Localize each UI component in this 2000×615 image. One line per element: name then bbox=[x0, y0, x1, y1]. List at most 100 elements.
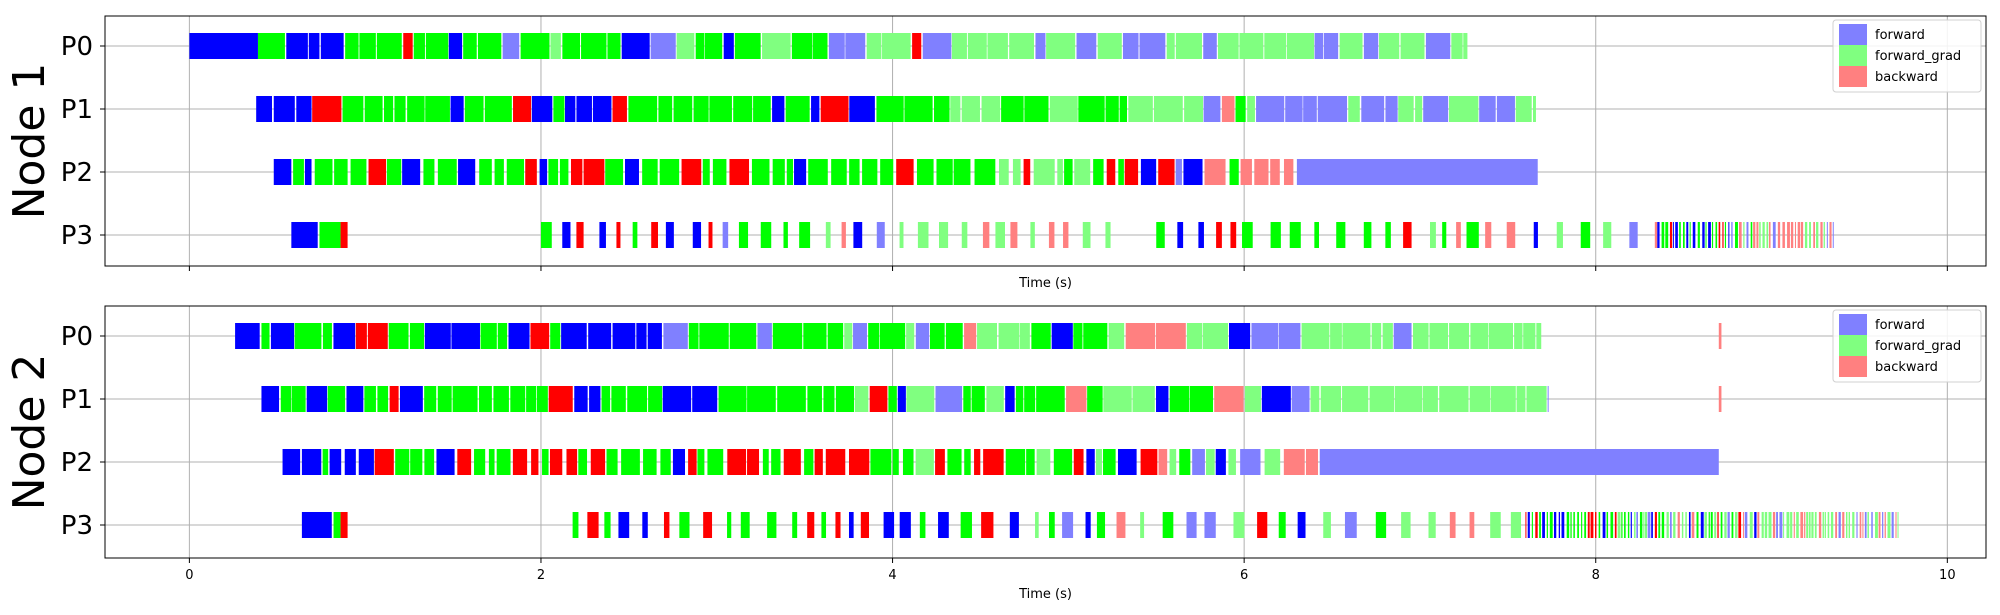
task-bar-forward_grad bbox=[424, 449, 435, 475]
x-axis-label: Time (s) bbox=[1018, 276, 1072, 291]
task-bar-forward_grad bbox=[961, 96, 980, 122]
task-bar-forward_grad bbox=[464, 96, 484, 122]
task-bar-forward_grad bbox=[410, 449, 423, 475]
task-bar-forward_grad bbox=[425, 33, 449, 59]
task-bar-backward bbox=[583, 159, 605, 185]
task-bar-forward_grad bbox=[496, 449, 511, 475]
task-bar-backward bbox=[571, 159, 583, 185]
task-bar-forward_grad bbox=[1339, 33, 1363, 59]
task-bar-forward_grad bbox=[823, 386, 835, 412]
task-bar-forward_grad bbox=[643, 449, 657, 475]
task-bar-forward_grad bbox=[1683, 222, 1685, 248]
task-bar-forward_grad bbox=[1119, 96, 1128, 122]
task-bar-backward bbox=[1772, 512, 1776, 538]
task-bar-backward bbox=[1717, 512, 1719, 538]
task-bar-backward bbox=[974, 449, 981, 475]
task-bar-forward_grad bbox=[1242, 222, 1253, 248]
task-bar-forward_grad bbox=[676, 33, 695, 59]
task-bar-forward_grad bbox=[1132, 386, 1155, 412]
task-bar-forward_grad bbox=[762, 33, 791, 59]
task-bar-forward bbox=[849, 96, 875, 122]
task-bar-forward bbox=[1731, 222, 1733, 248]
task-bar-forward bbox=[1317, 96, 1348, 122]
task-bar-forward_grad bbox=[484, 96, 512, 122]
task-bar-forward_grad bbox=[945, 323, 963, 349]
task-bar-forward_grad bbox=[1665, 222, 1669, 248]
task-bar-forward bbox=[301, 512, 332, 538]
task-bar-forward_grad bbox=[642, 159, 658, 185]
task-bar-forward bbox=[458, 159, 476, 185]
task-bar-forward_grad bbox=[1314, 222, 1320, 248]
task-bar-forward_grad bbox=[1015, 386, 1024, 412]
task-bar-forward_grad bbox=[981, 96, 1001, 122]
task-bar-forward_grad bbox=[611, 386, 626, 412]
task-bar-forward bbox=[1192, 449, 1205, 475]
task-bar-forward_grad bbox=[322, 449, 329, 475]
task-bar-forward_grad bbox=[1140, 512, 1145, 538]
task-bar-forward bbox=[329, 449, 342, 475]
task-bar-forward_grad bbox=[1679, 222, 1681, 248]
task-bar-backward bbox=[312, 96, 342, 122]
task-bar-forward_grad bbox=[1401, 512, 1411, 538]
task-bar-forward_grad bbox=[1639, 512, 1643, 538]
task-bar-forward_grad bbox=[963, 386, 971, 412]
task-bar-backward bbox=[1820, 222, 1823, 248]
task-bar-forward_grad bbox=[1093, 159, 1104, 185]
task-bar-forward_grad bbox=[1606, 512, 1609, 538]
task-bar-backward bbox=[1738, 222, 1742, 248]
task-bar-forward_grad bbox=[424, 386, 437, 412]
task-bar-backward bbox=[1835, 512, 1838, 538]
task-bar-backward bbox=[703, 512, 713, 538]
task-bar-forward_grad bbox=[1764, 512, 1768, 538]
task-bar-backward bbox=[1797, 222, 1801, 248]
task-bar-backward bbox=[1158, 159, 1175, 185]
task-bar-forward_grad bbox=[280, 386, 292, 412]
task-bar-forward_grad bbox=[1823, 222, 1825, 248]
task-bar-forward bbox=[1240, 449, 1261, 475]
task-bar-forward_grad bbox=[1710, 512, 1713, 538]
task-bar-forward bbox=[1542, 512, 1545, 538]
task-bar-forward_grad bbox=[1731, 512, 1734, 538]
task-bar-forward_grad bbox=[1762, 222, 1765, 248]
legend-label-backward: backward bbox=[1875, 70, 1938, 85]
task-bar-forward bbox=[647, 323, 662, 349]
task-bar-backward bbox=[1768, 222, 1771, 248]
task-bar-forward bbox=[1228, 323, 1251, 349]
legend-label-backward: backward bbox=[1875, 360, 1938, 375]
task-bar-forward bbox=[531, 96, 553, 122]
task-bar-forward_grad bbox=[1720, 512, 1723, 538]
task-bar-forward_grad bbox=[377, 386, 389, 412]
task-bar-forward_grad bbox=[345, 33, 359, 59]
task-bar-backward bbox=[512, 449, 528, 475]
task-bar-forward_grad bbox=[621, 449, 640, 475]
task-bar-forward_grad bbox=[409, 323, 425, 349]
task-bar-forward_grad bbox=[1083, 323, 1108, 349]
task-bar-forward_grad bbox=[1449, 323, 1470, 349]
legend-label-forward-grad: forward_grad bbox=[1875, 49, 1961, 64]
task-bar-forward_grad bbox=[1103, 449, 1116, 475]
task-bar-backward bbox=[531, 449, 539, 475]
task-bar-forward_grad bbox=[808, 159, 828, 185]
task-bar-forward_grad bbox=[1806, 512, 1809, 538]
task-bar-forward_grad bbox=[821, 512, 827, 538]
task-bar-forward_grad bbox=[1488, 323, 1514, 349]
task-bar-forward_grad bbox=[906, 386, 935, 412]
task-bar-forward_grad bbox=[1796, 512, 1799, 538]
task-bar-forward bbox=[828, 33, 845, 59]
task-bar-forward_grad bbox=[916, 159, 934, 185]
task-bar-forward bbox=[1700, 512, 1704, 538]
task-bar-forward_grad bbox=[1510, 512, 1522, 538]
task-bar-forward_grad bbox=[1705, 222, 1707, 248]
task-bar-forward_grad bbox=[1442, 222, 1447, 248]
task-bar-backward bbox=[1884, 512, 1886, 538]
task-bar-forward bbox=[436, 449, 455, 475]
task-bar-forward bbox=[665, 222, 674, 248]
task-bar-backward bbox=[982, 222, 990, 248]
task-bar-forward_grad bbox=[1031, 323, 1051, 349]
task-bar-forward_grad bbox=[479, 159, 492, 185]
task-bar-forward bbox=[1363, 33, 1379, 59]
task-bar-forward bbox=[1527, 512, 1530, 538]
task-bar-forward_grad bbox=[1128, 96, 1153, 122]
task-bar-forward_grad bbox=[1429, 323, 1449, 349]
